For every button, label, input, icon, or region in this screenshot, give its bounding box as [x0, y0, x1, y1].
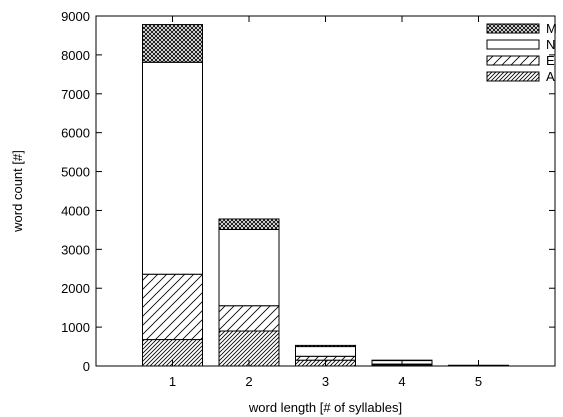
y-tick-label-0: 0	[83, 359, 90, 374]
legend-swatch-a	[486, 71, 540, 82]
bar-segment-m-2	[218, 218, 280, 230]
x-tick-label-2: 2	[245, 374, 252, 389]
legend-swatch-e	[486, 55, 540, 66]
y-tick-label-3000: 3000	[61, 242, 90, 257]
x-tick-label-5: 5	[475, 374, 482, 389]
ticks-layer: 0 1000 2000 3000 4000 5000 6000 7000 8000 9000 1 2 3…	[61, 9, 555, 389]
y-tick-label-5000: 5000	[61, 165, 90, 180]
bar-segment-m-3	[295, 344, 356, 348]
y-axis-label: word count [#]	[10, 150, 25, 233]
legend-swatch-m	[486, 23, 540, 34]
y-tick-label-6000: 6000	[61, 126, 90, 141]
bar-segment-n-2	[218, 229, 280, 307]
y-tick-label-4000: 4000	[61, 203, 90, 218]
legend-label-m: M	[546, 21, 557, 36]
bar-segment-n-1	[142, 61, 203, 275]
bar-segment-n-3	[295, 346, 356, 357]
x-tick-label-3: 3	[322, 374, 329, 389]
bar-segment-m-1	[142, 24, 203, 63]
x-tick-label-4: 4	[398, 374, 405, 389]
legend-label-e: E	[546, 53, 555, 68]
y-tick-label-8000: 8000	[61, 48, 90, 63]
y-tick-label-9000: 9000	[61, 9, 90, 24]
bar-segment-e-1	[142, 273, 203, 341]
legend-swatch-n	[486, 39, 540, 50]
y-tick-label-7000: 7000	[61, 87, 90, 102]
bar-segment-e-2	[218, 305, 280, 332]
bars-layer	[142, 24, 509, 367]
bar-segment-e-3	[295, 355, 356, 361]
x-tick-label-1: 1	[169, 374, 176, 389]
y-tick-label-1000: 1000	[61, 320, 90, 335]
y-tick-label-2000: 2000	[61, 281, 90, 296]
x-axis-label: word length [# of syllables]	[248, 400, 402, 415]
legend-label-a: A	[546, 69, 555, 84]
legend-label-n: N	[546, 37, 555, 52]
